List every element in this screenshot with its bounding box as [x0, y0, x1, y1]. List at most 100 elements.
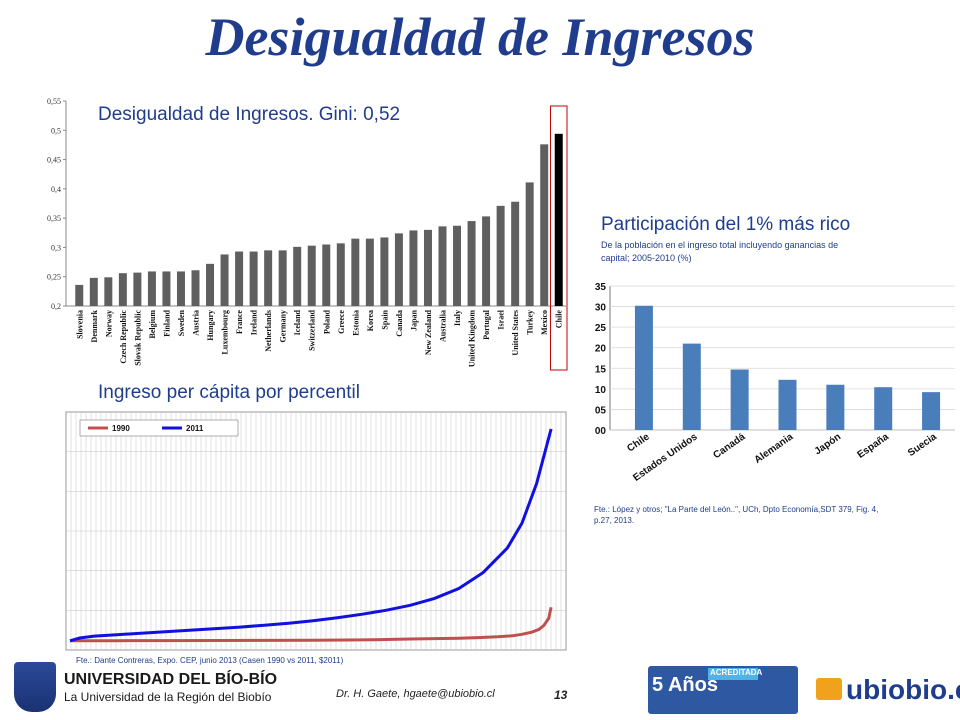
gini-bar [220, 254, 229, 306]
gini-bar [380, 237, 389, 306]
gini-bar [540, 144, 549, 306]
percentile-series-line [69, 428, 553, 643]
gini-bar [365, 238, 374, 306]
gini-x-tick-label: Chile [555, 310, 564, 329]
gini-y-tick-label: 0,35 [47, 214, 61, 223]
gini-bar [249, 251, 258, 306]
top1-y-tick-label: 15 [595, 364, 607, 375]
percentile-chart-source: Fte.: Dante Contreras, Expo. CEP, junio … [76, 656, 344, 665]
page-number: 13 [554, 688, 568, 702]
gini-bar [554, 133, 563, 306]
gini-bar [89, 277, 98, 306]
author-contact: Dr. H. Gaete, hgaete@ubiobio.cl [336, 688, 495, 700]
gini-x-tick-label: United Kingdom [468, 310, 477, 367]
top1-x-tick-label: Alemania [752, 431, 795, 466]
accreditation-badge-label: ACREDITADA [710, 668, 763, 677]
gini-x-tick-label: United States [511, 310, 520, 356]
top1-chart-frame [586, 279, 956, 499]
gini-x-tick-label: Canada [395, 310, 404, 337]
gini-y-tick-label: 0,25 [47, 273, 61, 282]
gini-x-tick-label: Estonia [351, 310, 360, 336]
top1-x-tick-label: Suecia [906, 431, 939, 459]
gini-y-tick-label: 0,2 [51, 302, 61, 311]
top1-x-tick-label: Estados Unidos [631, 431, 700, 484]
gini-bar [322, 244, 331, 306]
accreditation-years: 5 Años [652, 674, 718, 696]
top1-x-tick-label: Canadá [711, 431, 747, 461]
top1-y-tick-label: 05 [595, 405, 607, 416]
gini-x-tick-label: Denmark [90, 309, 99, 342]
gini-bar [191, 270, 200, 306]
gini-y-tick-label: 0,5 [51, 126, 61, 135]
ubiobio-site: ubiobio.cl [846, 674, 960, 705]
gini-x-tick-label: Poland [322, 309, 331, 334]
gini-y-tick-label: 0,55 [47, 97, 61, 106]
gini-bar [133, 272, 142, 306]
gini-bar [525, 182, 534, 306]
gini-x-tick-label: Spain [380, 309, 389, 329]
gini-bar [394, 233, 403, 306]
gini-bar [176, 271, 185, 306]
gini-bar [162, 271, 171, 306]
gini-bar [278, 250, 287, 306]
top1-y-tick-label: 10 [595, 385, 607, 396]
gini-x-tick-label: Czech Republic [119, 310, 128, 364]
top1-bar [634, 305, 653, 430]
gini-y-tick-label: 0,45 [47, 156, 61, 165]
gini-x-tick-label: Sweden [177, 309, 186, 336]
top1-bar [874, 387, 893, 430]
gini-y-tick-label: 0,4 [51, 185, 61, 194]
percentile-plot-area [65, 411, 567, 651]
university-name: UNIVERSIDAD DEL BÍO-BÍO [64, 671, 278, 688]
top1-x-tick-label: Japón [813, 431, 843, 457]
gini-x-tick-label: Germany [279, 310, 288, 342]
top1-chart-subtitle-line2: capital; 2005-2010 (%) [601, 253, 692, 263]
gini-highlight-box [549, 105, 568, 371]
percentile-legend [79, 419, 239, 437]
top1-x-tick-label: Chile [625, 431, 652, 454]
top1-y-tick-label: 00 [595, 426, 607, 437]
gini-x-tick-label: New Zealand [424, 309, 433, 355]
gini-x-tick-label: Finland [162, 309, 171, 336]
gini-bar [482, 216, 491, 306]
percentile-legend-label: 2011 [186, 424, 204, 433]
top1-y-tick-label: 35 [595, 282, 607, 293]
top1-y-tick-label: 20 [595, 344, 607, 355]
gini-x-tick-label: Norway [104, 310, 113, 337]
gini-bar [511, 201, 520, 306]
gini-x-tick-label: Italy [453, 310, 462, 326]
top1-chart-subtitle-line1: De la población en el ingreso total incl… [601, 240, 839, 250]
gini-bar [235, 251, 244, 306]
gini-x-tick-label: Ireland [250, 309, 259, 335]
gini-bar [206, 263, 215, 306]
gini-x-tick-label: Netherlands [264, 310, 273, 352]
gini-x-tick-label: Hungary [206, 310, 215, 341]
university-logo [14, 662, 56, 712]
gini-x-tick-label: Greece [337, 310, 346, 334]
university-subtitle: La Universidad de la Región del Biobío [64, 690, 272, 704]
top1-bar [730, 369, 749, 430]
gini-x-tick-label: Korea [366, 310, 375, 331]
gini-bar [264, 250, 273, 306]
top1-x-tick-label: España [855, 431, 891, 461]
gini-x-tick-label: Australia [439, 310, 448, 342]
gini-x-tick-label: Switzerland [308, 309, 317, 350]
gini-bar [147, 271, 156, 306]
gini-y-tick-label: 0,3 [51, 243, 61, 252]
gini-bar [453, 225, 462, 306]
top1-y-tick-label: 25 [595, 323, 607, 334]
gini-x-tick-label: Luxembourg [221, 310, 230, 354]
gini-x-tick-label: Belgium [148, 310, 157, 339]
top1-chart-source-line2: p.27, 2013. [594, 516, 635, 525]
gini-x-tick-label: Slovenia [75, 310, 84, 339]
percentile-series-line [69, 606, 553, 643]
slide-title: Desigualdad de Ingresos [205, 7, 755, 67]
gini-x-tick-label: Israel [497, 309, 506, 329]
top1-bar [682, 343, 701, 430]
gini-bar [467, 221, 476, 306]
gini-bar [104, 277, 113, 306]
gini-bar [496, 205, 505, 306]
gini-bar [409, 230, 418, 306]
top1-bar [778, 379, 797, 430]
gini-x-tick-label: Austria [192, 310, 201, 336]
